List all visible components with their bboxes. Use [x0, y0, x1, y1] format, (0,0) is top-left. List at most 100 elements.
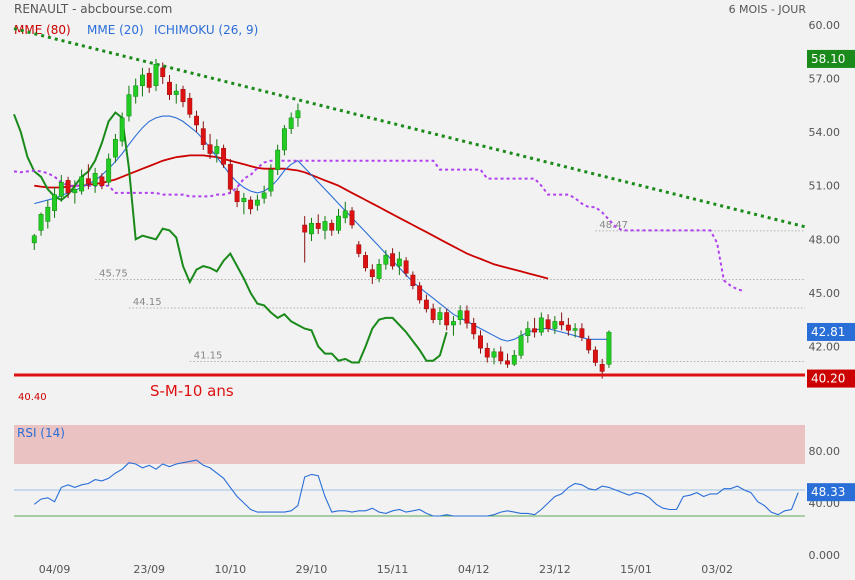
- candle: [38, 212, 44, 236]
- x-tick-label: 23/12: [539, 563, 571, 576]
- candle: [417, 282, 423, 304]
- candle: [85, 164, 91, 190]
- candle: [146, 67, 152, 93]
- candle: [58, 175, 64, 202]
- candle-body: [167, 81, 172, 95]
- candle: [464, 305, 470, 329]
- x-tick-label: 10/10: [214, 563, 246, 576]
- horizontal-levels: 45.75 44.15 41.15 48.47: [95, 220, 805, 363]
- candle-body: [221, 147, 227, 165]
- candle: [79, 169, 85, 195]
- candle-body: [505, 360, 510, 365]
- candle: [511, 350, 517, 367]
- candle-body: [153, 64, 159, 86]
- price-tick-label: 54.00: [809, 126, 841, 139]
- candle-body: [572, 328, 578, 331]
- price-tick-label: 51.00: [809, 180, 841, 193]
- series-line-mme20: [34, 115, 609, 342]
- candle-body: [538, 317, 544, 333]
- candle: [126, 85, 132, 122]
- candle-body: [356, 244, 362, 254]
- candle: [106, 153, 112, 186]
- candle-body: [38, 214, 44, 231]
- candle-body: [464, 310, 470, 324]
- candle: [606, 330, 612, 368]
- candle: [498, 346, 504, 365]
- legend-mme20[interactable]: MME (20): [87, 23, 144, 37]
- candle-body: [302, 224, 308, 233]
- candle-body: [565, 324, 571, 331]
- candle-body: [430, 308, 436, 320]
- candle-body: [254, 199, 260, 206]
- candle: [288, 112, 294, 134]
- price-badges: 58.10 42.81 40.20: [807, 49, 855, 388]
- chart-period: 6 MOIS - JOUR: [729, 3, 807, 16]
- candle: [586, 335, 592, 354]
- candle-body: [58, 181, 64, 197]
- candle: [295, 103, 301, 127]
- support-layer: 40.40 S-M-10 ans: [14, 373, 805, 403]
- candle-body: [207, 144, 213, 154]
- support-value-label: 40.40: [18, 392, 47, 403]
- candle: [329, 219, 335, 236]
- candlesticks: [31, 58, 612, 379]
- price-badge: [807, 322, 855, 341]
- candle: [342, 201, 348, 224]
- candle-body: [140, 74, 145, 86]
- price-tick-label: 60.00: [809, 19, 841, 32]
- indicator-lines: [13, 111, 745, 364]
- price-badge-label: 40.20: [811, 372, 845, 386]
- price-tick-label: 57.00: [809, 73, 841, 86]
- candle-body: [65, 180, 71, 194]
- candle: [390, 248, 396, 270]
- candle-body: [45, 206, 51, 222]
- candle: [180, 85, 186, 108]
- candle-body: [478, 335, 483, 349]
- candle: [302, 216, 308, 263]
- candle: [565, 317, 571, 336]
- candle-body: [471, 322, 477, 335]
- level-label: 45.75: [99, 268, 128, 279]
- candle-body: [390, 253, 396, 267]
- candle-body: [525, 328, 531, 336]
- candle: [450, 316, 456, 336]
- candle-body: [329, 222, 335, 231]
- candle-body: [376, 264, 382, 279]
- candle-body: [234, 190, 240, 203]
- candle: [45, 200, 51, 229]
- legend-ichimoku[interactable]: ICHIMOKU (26, 9): [154, 23, 258, 37]
- candle-body: [187, 97, 193, 115]
- candle: [322, 216, 328, 240]
- candle-body: [349, 210, 355, 226]
- candle: [112, 133, 118, 163]
- chart-title: RENAULT - abcbourse.com: [14, 2, 172, 16]
- candle: [227, 158, 233, 193]
- series-line-mme80: [34, 154, 549, 280]
- candle-body: [31, 235, 37, 244]
- candle-body: [268, 169, 274, 192]
- x-tick-label: 29/10: [296, 563, 328, 576]
- candle-body: [214, 146, 220, 154]
- rsi-tick-label: 80.00: [809, 445, 841, 458]
- candle-body: [606, 331, 612, 365]
- candle: [173, 83, 179, 104]
- candle-body: [403, 260, 409, 274]
- price-badge-label: 58.10: [811, 52, 845, 66]
- candle-body: [72, 189, 78, 194]
- candle: [538, 312, 544, 336]
- level-label: 44.15: [133, 297, 162, 308]
- candle: [423, 294, 429, 313]
- candle: [261, 185, 267, 204]
- candle: [532, 317, 538, 338]
- candle-body: [85, 178, 91, 185]
- rsi-badge-label: 48.33: [811, 485, 845, 499]
- candle-body: [322, 221, 328, 231]
- rsi-badge: [807, 483, 855, 502]
- candle-body: [396, 258, 402, 267]
- level-label: 48.47: [599, 220, 628, 231]
- candle: [72, 180, 78, 204]
- trendline-layer: [13, 27, 806, 229]
- candle-body: [552, 321, 558, 329]
